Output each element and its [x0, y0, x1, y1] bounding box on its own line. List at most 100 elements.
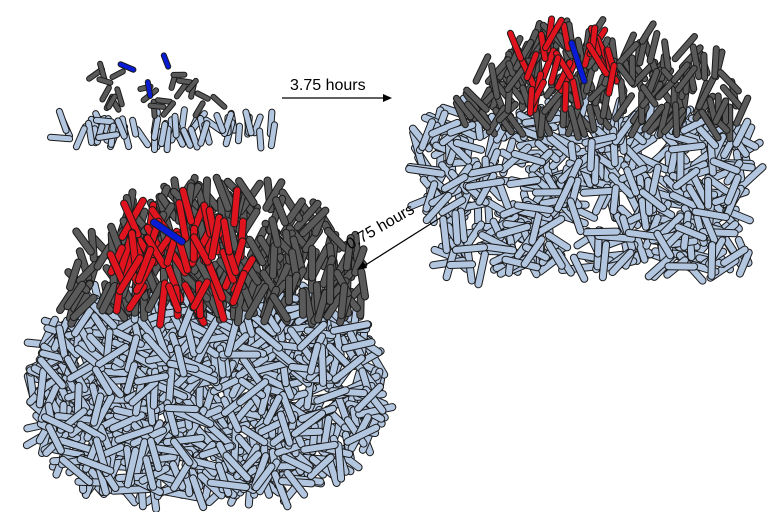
blue-gray-cell	[110, 486, 152, 494]
blue-gray-cell	[609, 249, 634, 276]
blue-gray-cell	[151, 116, 161, 140]
gray-cell	[464, 87, 489, 112]
gray-cell	[671, 62, 690, 83]
red-lineage-cell	[220, 249, 237, 283]
blue-gray-cell	[41, 414, 74, 433]
blue-gray-cell	[268, 122, 277, 149]
gray-cell	[246, 236, 266, 266]
gray-cell	[155, 98, 173, 104]
blue-gray-cell	[507, 177, 541, 188]
gray-cell	[67, 259, 82, 291]
gray-cell	[64, 281, 86, 310]
red-lineage-cell	[524, 52, 539, 81]
blue-gray-cell	[109, 412, 145, 432]
blue-gray-cell	[721, 246, 748, 266]
red-lineage-cell	[562, 81, 569, 112]
blue-gray-cell	[279, 392, 296, 423]
gray-cell	[294, 200, 321, 231]
blue-gray-cell	[499, 144, 531, 173]
gray-cell	[615, 42, 639, 67]
blue-gray-cell	[686, 184, 705, 211]
blue-gray-cell	[485, 213, 519, 237]
blue-gray-cell	[124, 362, 138, 394]
gray-cell	[97, 282, 113, 310]
blue-gray-cell	[115, 426, 154, 443]
blue-gray-cell	[74, 382, 82, 419]
gray-cell	[647, 31, 660, 64]
blue-gray-cell	[625, 229, 661, 240]
blue-gray-cell	[159, 121, 168, 147]
gray-cell	[358, 268, 368, 300]
blue-gray-cell	[649, 164, 661, 196]
blue-gray-cell	[441, 174, 468, 192]
blue-lineage-cell	[145, 80, 153, 98]
blue-lineage-cell	[151, 219, 185, 245]
gray-cell	[675, 66, 697, 93]
gray-cell	[325, 227, 348, 251]
blue-gray-cell	[139, 465, 170, 484]
gray-cell	[145, 282, 165, 312]
blue-lineage-cell	[569, 40, 587, 84]
blue-gray-cell	[257, 128, 264, 151]
blue-gray-cell	[130, 117, 139, 137]
blue-gray-cell	[90, 302, 117, 329]
gray-cell	[473, 54, 491, 84]
blue-gray-cell	[59, 456, 93, 485]
red-lineage-cell	[144, 235, 167, 268]
blue-gray-cell	[307, 342, 321, 375]
gray-cell	[613, 93, 634, 122]
blue-gray-cell	[143, 333, 171, 364]
gray-cell	[717, 70, 741, 94]
blue-gray-cell	[134, 127, 151, 148]
blue-gray-cell	[263, 395, 282, 425]
blue-gray-cell	[143, 456, 157, 490]
blue-gray-cell	[532, 216, 565, 238]
gray-cell	[662, 39, 671, 72]
gray-cell	[465, 101, 490, 130]
blue-gray-cell	[134, 373, 169, 385]
gray-cell	[300, 207, 329, 237]
red-lineage-cell	[121, 200, 141, 238]
blue-gray-cell	[710, 158, 740, 174]
blue-gray-cell	[692, 208, 730, 221]
blue-gray-cell	[174, 345, 187, 377]
blue-gray-cell	[181, 128, 193, 148]
gray-cell	[352, 231, 361, 262]
blue-gray-cell	[95, 344, 129, 368]
blue-gray-cell	[439, 197, 466, 216]
blue-gray-cell	[423, 192, 452, 224]
blue-gray-cell	[669, 192, 697, 209]
gray-cell	[290, 236, 305, 271]
gray-cell	[57, 282, 80, 313]
blue-gray-cell	[77, 421, 106, 441]
colony-after-first-interval	[405, 15, 767, 289]
blue-gray-cell	[440, 216, 450, 253]
blue-gray-cell	[529, 208, 543, 245]
blue-gray-cell	[545, 232, 571, 251]
gray-cell	[513, 39, 534, 71]
gray-cell	[73, 228, 94, 255]
blue-gray-cell	[429, 119, 461, 137]
red-lineage-cell	[507, 30, 524, 61]
blue-gray-cell	[96, 132, 120, 140]
gray-cell	[169, 75, 177, 90]
blue-gray-cell	[221, 397, 241, 433]
blue-gray-cell	[171, 459, 193, 491]
gray-cell	[696, 76, 716, 110]
blue-gray-cell	[624, 167, 639, 196]
blue-gray-cell	[252, 114, 263, 136]
gray-cell	[186, 78, 198, 92]
gray-cell	[639, 21, 656, 44]
red-lineage-cell	[116, 255, 143, 294]
blue-gray-cell	[341, 339, 375, 352]
blue-gray-cell	[326, 343, 353, 370]
blue-gray-cell	[86, 120, 95, 145]
red-lineage-cell	[208, 214, 223, 260]
blue-gray-cell	[725, 188, 740, 217]
blue-gray-cell	[277, 411, 293, 446]
red-lineage-cell	[126, 283, 147, 312]
blue-gray-cell	[332, 355, 365, 383]
blue-gray-cell	[198, 121, 210, 146]
red-lineage-cell	[157, 280, 168, 328]
